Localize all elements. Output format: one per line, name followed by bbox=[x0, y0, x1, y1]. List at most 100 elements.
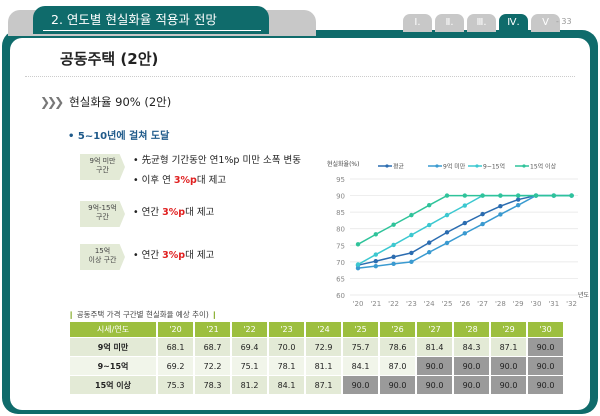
table-cell: 78.1 bbox=[269, 357, 304, 375]
range-label: 9억-15억 구간 bbox=[80, 201, 125, 227]
data-point bbox=[551, 193, 556, 198]
column-header: 시세/연도 bbox=[70, 322, 156, 337]
chapter-tab[interactable]: Ⅰ. bbox=[403, 14, 432, 32]
table-cell: 90.0 bbox=[528, 357, 563, 375]
section-heading: ❯❯❯ 현실화율 90% (2안) bbox=[40, 95, 172, 109]
column-header: '30 bbox=[528, 322, 563, 337]
data-point bbox=[444, 230, 450, 235]
data-point bbox=[462, 220, 467, 226]
table-cell: 84.1 bbox=[343, 357, 378, 375]
table-cell: 90.0 bbox=[417, 376, 452, 394]
legend-label: 15억 이상 bbox=[530, 163, 557, 171]
column-header: '23 bbox=[269, 322, 304, 337]
chapter-tabs: Ⅰ. Ⅱ. Ⅲ. Ⅳ. Ⅴ bbox=[403, 14, 560, 32]
x-tick-label: '29 bbox=[513, 300, 524, 308]
table-cell: 78.6 bbox=[380, 338, 415, 356]
chapter-tab[interactable]: Ⅳ. bbox=[499, 14, 528, 32]
table-cell: 81.4 bbox=[417, 338, 452, 356]
table-cell: 72.2 bbox=[195, 357, 230, 375]
data-point bbox=[355, 262, 361, 267]
x-tick-label: '32 bbox=[566, 300, 577, 308]
table-cell: 90.0 bbox=[380, 376, 415, 394]
bullet-text: • 연간 3%p대 제고 bbox=[133, 207, 215, 218]
range-label: 15억 이상 구간 bbox=[80, 244, 125, 270]
legend-label: 9억 미만 bbox=[443, 163, 466, 171]
x-tick-label: '30 bbox=[531, 300, 542, 308]
x-tick-label: '21 bbox=[370, 300, 381, 308]
x-tick-label: '28 bbox=[495, 300, 506, 308]
chapter-tab[interactable]: Ⅱ. bbox=[435, 14, 464, 32]
table-cell: 68.7 bbox=[195, 338, 230, 356]
table-cell: 75.7 bbox=[343, 338, 378, 356]
table-cell: 70.0 bbox=[269, 338, 304, 356]
data-table: 시세/연도 '20'21'22'23'24'25'26'27'28'29'30 9억… bbox=[68, 321, 565, 395]
legend-marker bbox=[435, 164, 439, 168]
table-cell: 90.0 bbox=[454, 357, 489, 375]
legend-label: 9~15억 bbox=[483, 163, 505, 171]
table-row: 15억 이상 75.3 78.3 81.2 84.1 87.1 90.0 90.0 90.0 90… bbox=[70, 376, 563, 394]
data-point bbox=[391, 222, 396, 227]
data-point bbox=[498, 212, 503, 217]
data-point bbox=[391, 254, 396, 260]
column-header: '22 bbox=[232, 322, 267, 337]
legend-marker bbox=[385, 164, 389, 168]
data-point bbox=[480, 211, 485, 217]
table-cell: 90.0 bbox=[417, 357, 452, 375]
data-point bbox=[373, 258, 378, 264]
x-tick-label: '22 bbox=[388, 300, 399, 308]
x-tick-label: '24 bbox=[424, 300, 435, 308]
page-number: - 33 bbox=[556, 17, 572, 26]
column-header: '28 bbox=[454, 322, 489, 337]
data-point bbox=[498, 193, 503, 198]
x-tick-label: '27 bbox=[477, 300, 488, 308]
bullet-text: • 先균형 기간동안 연1%p 미만 소폭 변동 bbox=[133, 155, 301, 166]
y-tick-label: 95 bbox=[336, 176, 345, 184]
y-tick-label: 80 bbox=[336, 226, 345, 234]
divider bbox=[25, 76, 575, 77]
chapter-tab[interactable]: Ⅴ bbox=[531, 14, 560, 32]
chapter-tab[interactable]: Ⅲ. bbox=[467, 14, 496, 32]
series-line bbox=[357, 194, 572, 245]
table-cell: 90.0 bbox=[528, 376, 563, 394]
x-tick-label: '20 bbox=[353, 300, 364, 308]
y-tick-label: 90 bbox=[336, 193, 345, 201]
table-cell: 90.0 bbox=[343, 376, 378, 394]
data-point bbox=[409, 250, 414, 256]
table-cell: 75.3 bbox=[158, 376, 193, 394]
y-tick-label: 70 bbox=[336, 259, 345, 267]
data-point bbox=[373, 252, 378, 257]
table-cell: 84.3 bbox=[454, 338, 489, 356]
table-title: ❙ 공동주택 가격 구간별 현실화율 예상 추이) ❙ bbox=[68, 310, 218, 319]
chevrons-icon: ❯❯❯ bbox=[40, 95, 64, 109]
y-tick-label: 85 bbox=[336, 209, 345, 217]
data-point bbox=[373, 232, 378, 237]
table-cell: 87.0 bbox=[380, 357, 415, 375]
row-header: 15억 이상 bbox=[70, 376, 156, 394]
data-point bbox=[498, 203, 503, 209]
data-point bbox=[427, 250, 432, 255]
data-point bbox=[391, 261, 396, 267]
bullet-text: • 이후 연 3%p대 제고 bbox=[133, 175, 227, 186]
column-header: '27 bbox=[417, 322, 452, 337]
legend-label: 평균 bbox=[393, 163, 405, 171]
table-cell: 72.9 bbox=[306, 338, 341, 356]
data-point bbox=[516, 193, 521, 198]
data-point bbox=[462, 231, 467, 236]
table-cell: 90.0 bbox=[528, 338, 563, 356]
data-point bbox=[533, 193, 539, 198]
bullet-text: • 연간 3%p대 제고 bbox=[133, 250, 215, 261]
table-cell: 81.1 bbox=[306, 357, 341, 375]
subtitle: • 5~10년에 걸쳐 도달 bbox=[68, 131, 170, 142]
column-header: '24 bbox=[306, 322, 341, 337]
x-tick-label: '31 bbox=[548, 300, 559, 308]
column-header: '21 bbox=[195, 322, 230, 337]
data-point bbox=[409, 259, 414, 265]
table-cell: 90.0 bbox=[454, 376, 489, 394]
data-point bbox=[480, 193, 485, 198]
table-cell: 78.3 bbox=[195, 376, 230, 394]
data-point bbox=[409, 232, 414, 238]
legend-marker bbox=[475, 164, 479, 168]
table-cell: 87.1 bbox=[491, 338, 526, 356]
data-point bbox=[444, 193, 450, 198]
